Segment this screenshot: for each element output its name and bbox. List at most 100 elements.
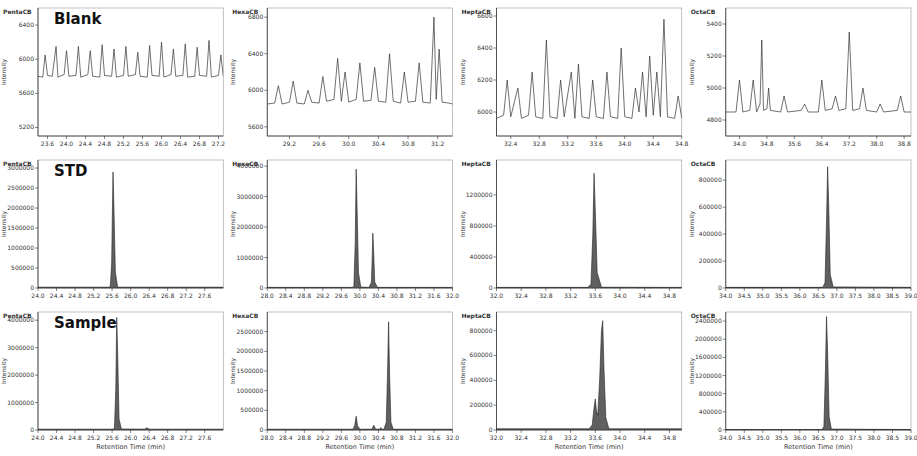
y-tick-label: 0 bbox=[30, 284, 34, 291]
x-tick-label: 30.0 bbox=[353, 292, 367, 299]
y-tick bbox=[264, 17, 267, 18]
y-axis-label: Intensity bbox=[688, 210, 696, 237]
x-tick-label: 36.0 bbox=[793, 434, 807, 441]
x-tick-label: 25.6 bbox=[136, 140, 150, 147]
y-tick-label: 2000000 bbox=[7, 204, 34, 211]
x-tick-label: 28.0 bbox=[261, 434, 275, 441]
y-tick-label: 0 bbox=[259, 426, 263, 433]
x-tick-label: 24.4 bbox=[79, 140, 93, 147]
y-tick bbox=[723, 234, 726, 235]
y-tick bbox=[264, 390, 267, 391]
y-tick-label: 2000000 bbox=[7, 371, 34, 378]
y-tick bbox=[494, 194, 497, 195]
y-tick-label: 6200 bbox=[477, 76, 492, 83]
x-tick-label: 31.6 bbox=[427, 434, 441, 441]
x-tick-label: 38.8 bbox=[897, 140, 911, 147]
x-tick-label: 25.6 bbox=[105, 434, 119, 441]
y-tick-label: 3000000 bbox=[237, 193, 264, 200]
x-tick-label: 37.2 bbox=[843, 140, 857, 147]
panel: 480050005200540034.034.835.636.437.238.0… bbox=[688, 8, 911, 147]
y-tick-label: 1000000 bbox=[237, 254, 264, 261]
x-tick-label: 35.0 bbox=[756, 434, 770, 441]
x-tick-label: 25.2 bbox=[87, 434, 101, 441]
y-tick-label: 6000 bbox=[19, 55, 34, 62]
x-tick-label: 30.8 bbox=[390, 292, 404, 299]
panel-title: HeptaCB bbox=[462, 8, 492, 16]
y-tick-label: 4800 bbox=[706, 116, 721, 123]
y-tick bbox=[494, 355, 497, 356]
chromatogram-area bbox=[497, 321, 682, 430]
x-tick-label: 38.5 bbox=[886, 292, 900, 299]
y-axis-label: Intensity bbox=[229, 210, 237, 237]
data-group bbox=[267, 322, 452, 430]
plot-frame bbox=[726, 160, 911, 288]
x-tick-label: 27.2 bbox=[180, 292, 194, 299]
plot-frame bbox=[267, 160, 452, 288]
y-tick-label: 5200 bbox=[706, 52, 721, 59]
y-tick bbox=[35, 127, 38, 128]
x-tick-label: 26.0 bbox=[155, 140, 169, 147]
x-tick-label: 28.8 bbox=[298, 434, 312, 441]
x-tick-label: 31.2 bbox=[409, 434, 423, 441]
y-tick-label: 5600 bbox=[19, 89, 34, 96]
x-tick-label: 33.2 bbox=[564, 292, 578, 299]
panel-title: PentaCB bbox=[3, 312, 32, 319]
x-axis bbox=[726, 136, 911, 137]
y-tick-label: 1500000 bbox=[237, 367, 264, 374]
panel-title: OctaCB bbox=[691, 312, 716, 319]
data-group bbox=[38, 317, 223, 430]
y-tick bbox=[723, 180, 726, 181]
y-tick bbox=[35, 375, 38, 376]
x-tick-label: 28.8 bbox=[298, 292, 312, 299]
x-tick-label: 38.0 bbox=[870, 140, 884, 147]
y-tick-label: 2500000 bbox=[237, 328, 264, 335]
y-tick bbox=[35, 93, 38, 94]
panel: 020000040000060000080000032.032.432.833.… bbox=[459, 312, 682, 451]
x-tick-label: 26.8 bbox=[161, 434, 175, 441]
y-axis-label: Intensity bbox=[0, 58, 8, 85]
y-tick bbox=[494, 80, 497, 81]
y-axis bbox=[38, 8, 39, 136]
y-tick-label: 2500000 bbox=[7, 184, 34, 191]
chromatogram-area bbox=[497, 173, 682, 288]
x-tick-label: 26.8 bbox=[161, 292, 175, 299]
y-axis-label: Intensity bbox=[0, 210, 8, 237]
y-tick-label: 800000 bbox=[470, 222, 493, 229]
x-tick-label: 34.0 bbox=[618, 140, 632, 147]
x-tick-label: 24.4 bbox=[50, 434, 64, 441]
y-axis bbox=[267, 8, 268, 136]
y-tick bbox=[35, 347, 38, 348]
y-tick-label: 200000 bbox=[470, 401, 493, 408]
y-axis-label: Intensity bbox=[459, 210, 467, 237]
y-tick-label: 5000 bbox=[706, 84, 721, 91]
panel-title: PentaCB bbox=[3, 8, 32, 15]
panel: 0400000800000120000016000002000000240000… bbox=[688, 312, 917, 451]
x-tick-label: 34.4 bbox=[638, 434, 652, 441]
y-axis-label: Intensity bbox=[459, 58, 467, 85]
y-tick-label: 600000 bbox=[470, 351, 493, 358]
x-tick-label: 33.6 bbox=[589, 292, 603, 299]
y-tick bbox=[723, 88, 726, 89]
panel: 020000040000060000080000034.034.535.035.… bbox=[688, 160, 917, 299]
x-tick-label: 24.0 bbox=[60, 140, 74, 147]
x-tick-label: 34.5 bbox=[738, 434, 752, 441]
y-tick bbox=[723, 393, 726, 394]
y-tick-label: 800000 bbox=[699, 176, 722, 183]
y-axis bbox=[496, 160, 497, 288]
data-group bbox=[38, 172, 223, 288]
y-tick bbox=[494, 430, 497, 431]
chromatogram-line bbox=[726, 32, 911, 112]
x-tick-label: 32.0 bbox=[446, 434, 460, 441]
y-axis bbox=[496, 8, 497, 136]
x-tick-label: 30.8 bbox=[401, 140, 415, 147]
panel: 560060006400680029.229.630.030.430.831.2… bbox=[229, 8, 452, 147]
x-tick-label: 26.4 bbox=[174, 140, 188, 147]
data-group bbox=[497, 321, 682, 430]
y-tick-label: 1200000 bbox=[466, 191, 493, 198]
chromatogram-area bbox=[726, 167, 911, 288]
y-tick bbox=[723, 56, 726, 57]
y-tick bbox=[723, 430, 726, 431]
x-tick-label: 26.4 bbox=[142, 292, 156, 299]
y-tick bbox=[723, 357, 726, 358]
x-tick-label: 34.8 bbox=[663, 434, 677, 441]
